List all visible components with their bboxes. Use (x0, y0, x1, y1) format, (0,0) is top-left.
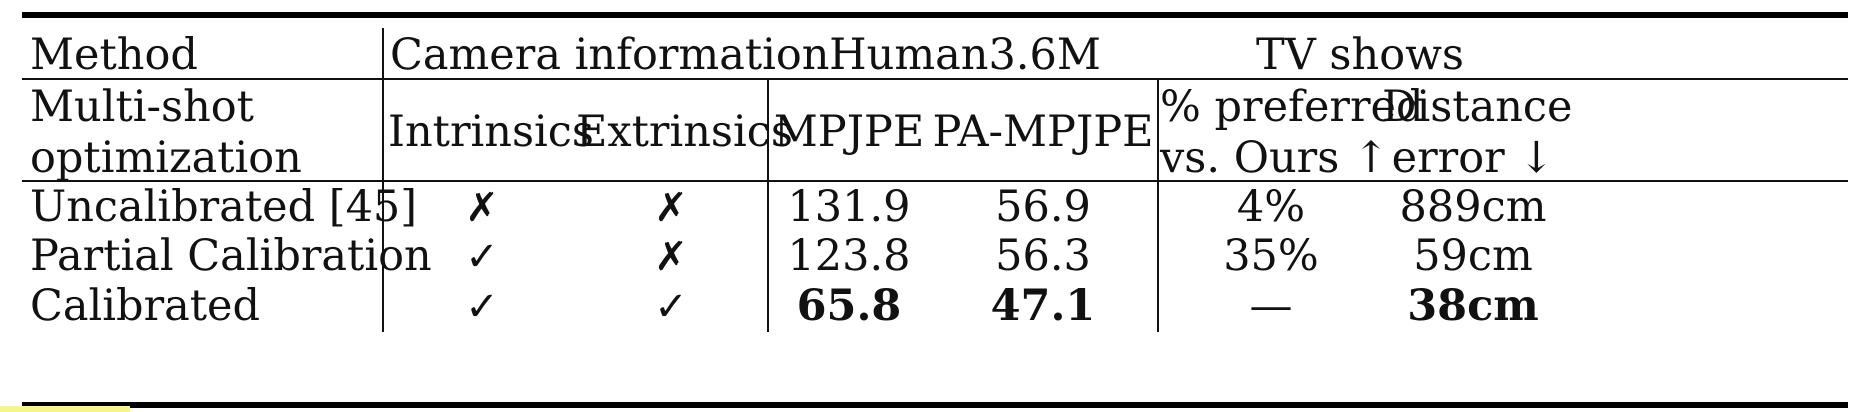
header-intrinsics: Intrinsics (388, 107, 594, 157)
distance-cell: 59cm (1413, 231, 1533, 281)
header-divider (22, 78, 1848, 80)
preferred-cell: 4% (1236, 182, 1306, 232)
header-preferred-line1: % preferred (1160, 82, 1424, 132)
header-mpjpe: MPJPE (773, 107, 925, 157)
header-preferred-line2: vs. Ours ↑ (1160, 133, 1389, 183)
body-divider (22, 180, 1848, 182)
column-separator (767, 80, 769, 332)
header-distance-line1: Distance (1382, 82, 1573, 132)
mpjpe-cell: 65.8 (796, 281, 902, 331)
header-multishot-line1: Multi-shot (30, 82, 254, 132)
column-separator (1157, 80, 1159, 332)
pa-mpjpe-cell: 56.3 (995, 231, 1091, 281)
distance-cell: 889cm (1399, 182, 1547, 232)
bottom-rule (22, 402, 1848, 408)
pa-mpjpe-cell: 47.1 (990, 281, 1096, 331)
method-cell: Uncalibrated [45] (30, 182, 418, 232)
header-extrinsics: Extrinsics (576, 107, 793, 157)
method-cell: Calibrated (30, 281, 261, 331)
header-human36m: Human3.6M (829, 30, 1101, 80)
header-distance-line2: error ↓ (1391, 133, 1555, 183)
header-camera-information: Camera information (390, 30, 830, 80)
cross-icon: ✗ (465, 185, 499, 231)
top-rule (22, 12, 1848, 18)
cross-icon: ✗ (654, 234, 688, 280)
preferred-cell: 35% (1223, 231, 1319, 281)
method-cell: Partial Calibration (30, 231, 432, 281)
cross-icon: ✗ (654, 185, 688, 231)
mpjpe-cell: 131.9 (787, 182, 911, 232)
header-method: Method (30, 30, 198, 80)
mpjpe-cell: 123.8 (787, 231, 911, 281)
column-separator (382, 28, 384, 332)
header-multishot-line2: optimization (30, 133, 302, 183)
highlight-mark (0, 406, 130, 412)
pa-mpjpe-cell: 56.9 (995, 182, 1091, 232)
preferred-cell: — (1249, 281, 1293, 331)
check-icon: ✓ (465, 284, 499, 330)
check-icon: ✓ (654, 284, 688, 330)
header-tv-shows: TV shows (1256, 30, 1464, 80)
header-pa-mpjpe: PA-MPJPE (932, 107, 1154, 157)
distance-cell: 38cm (1407, 281, 1539, 331)
check-icon: ✓ (465, 234, 499, 280)
